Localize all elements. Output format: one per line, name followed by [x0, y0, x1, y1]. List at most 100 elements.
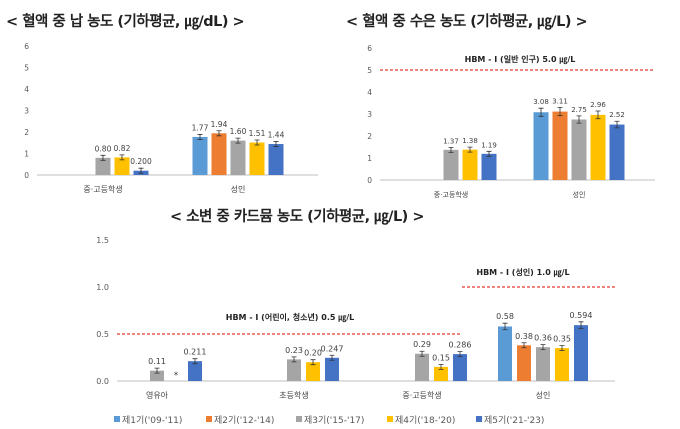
chart3-bar — [498, 326, 512, 381]
chart2-category-label: 중·고등학생 — [434, 190, 468, 199]
chart3-data-label: 0.38 — [515, 332, 533, 341]
chart2-reference-label: HBM - Ⅰ (일반 인구) 5.0 ㎍/L — [465, 54, 576, 65]
chart1-data-label: 1.60 — [230, 127, 247, 136]
chart3-error-bar — [502, 322, 508, 331]
chart1-data-label: 1.51 — [249, 129, 266, 138]
chart3-error-bar — [521, 342, 527, 349]
chart3-error-bar — [154, 367, 160, 374]
chart3-data-label: 0.58 — [496, 312, 514, 321]
chart3-bar — [188, 361, 202, 381]
chart3-data-label: 0.594 — [570, 311, 593, 320]
chart3-data-label: 0.35 — [553, 335, 571, 344]
chart1-ytick-label: 4 — [24, 85, 29, 94]
chart2-data-label: 1.19 — [481, 141, 497, 149]
chart2-error-bar — [448, 146, 454, 153]
chart1-ytick-label: 6 — [24, 42, 29, 51]
chart2-bar — [533, 112, 549, 180]
chart1-bar — [268, 144, 284, 175]
chart2-data-label: 2.96 — [590, 101, 606, 109]
chart3-data-label: 0.29 — [413, 340, 431, 349]
chart3-data-label: 0.23 — [285, 346, 303, 355]
chart3-error-bar — [192, 358, 198, 365]
chart2-data-label: 2.52 — [609, 111, 625, 119]
chart3-error-bar — [438, 364, 444, 370]
legend-label: 제5기('21-'23) — [484, 415, 544, 426]
legend-swatch — [206, 416, 212, 422]
chart3-bar — [325, 357, 339, 381]
chart3-error-bar — [578, 321, 584, 329]
chart3-bar — [574, 325, 588, 381]
chart2-error-bar — [576, 115, 582, 124]
chart1-category-label: 성인 — [231, 184, 246, 194]
chart2-error-bar — [486, 150, 492, 157]
chart2-ytick-label: 2 — [367, 132, 372, 141]
chart2-ytick-label: 4 — [367, 88, 372, 97]
chart3-ytick-label: 0.0 — [96, 377, 109, 386]
chart2-ytick-label: 3 — [367, 110, 372, 119]
chart1-error-bar — [273, 141, 279, 147]
chart2-data-label: 2.75 — [571, 106, 587, 114]
chart1-ytick-label: 0 — [24, 171, 29, 180]
legend-swatch — [476, 416, 482, 422]
chart3-data-label: 0.286 — [449, 341, 472, 350]
chart1-bar — [114, 157, 130, 175]
chart1-ytick-label: 2 — [24, 128, 29, 137]
chart3-bar — [306, 362, 320, 381]
chart1-data-label: 0.200 — [130, 157, 152, 166]
chart3-bar — [415, 353, 429, 381]
lead-chart-title: < 혈액 중 납 농도 (기하평균, ㎍/dL) > — [6, 14, 245, 30]
chart2-ytick-label: 6 — [367, 44, 372, 53]
chart1-bar — [192, 136, 208, 175]
chart2-category-label: 성인 — [573, 190, 586, 199]
legend-swatch — [387, 416, 393, 422]
chart3-ytick-label: 1.5 — [96, 236, 109, 245]
chart3-ytick-label: 0.5 — [96, 330, 109, 339]
chart1-data-label: 1.44 — [268, 131, 285, 140]
legend-label: 제3기('15-'17) — [304, 415, 364, 426]
chart3-data-label: 0.211 — [184, 348, 207, 357]
legend-label: 제2기('12-'14) — [214, 415, 274, 426]
chart1-data-label: 0.80 — [95, 144, 112, 153]
chart2-ytick-label: 5 — [367, 66, 372, 75]
chart3-bar — [517, 345, 531, 381]
chart3-category-label: 성인 — [536, 390, 551, 400]
chart1-error-bar — [119, 154, 125, 161]
chart1-ytick-label: 5 — [24, 64, 29, 73]
chart3-bar — [150, 370, 164, 381]
chart1-bar — [95, 157, 111, 175]
chart2-bar — [609, 124, 625, 180]
chart2-bar — [571, 119, 587, 180]
chart1-bar — [230, 140, 246, 175]
chart1-error-bar — [197, 134, 203, 140]
chart1-data-label: 0.82 — [114, 144, 131, 153]
legend-label: 제4기('18-'20) — [395, 415, 455, 426]
chart2-error-bar — [595, 110, 601, 120]
mercury-chart-title: < 혈액 중 수은 농도 (기하평균, ㎍/L) > — [346, 14, 588, 30]
chart2-bar — [443, 149, 459, 180]
chart3-bar — [453, 354, 467, 381]
chart3-data-label: 0.36 — [534, 334, 552, 343]
chart2-data-label: 1.38 — [462, 137, 478, 145]
chart3-data-label: * — [174, 371, 179, 381]
chart3-reference-label: HBM - Ⅰ (성인) 1.0 ㎍/L — [476, 267, 569, 278]
chart3-error-bar — [457, 351, 463, 358]
chart2-data-label: 3.11 — [552, 97, 568, 105]
chart3-reference-label: HBM - Ⅰ (어린이, 청소년) 0.5 ㎍/L — [226, 312, 354, 323]
chart1-ytick-label: 3 — [24, 107, 29, 116]
chart3-data-label: 0.11 — [148, 357, 166, 366]
chart3-bar — [555, 348, 569, 381]
chart2-data-label: 1.37 — [443, 137, 459, 145]
chart1-bar — [211, 133, 227, 175]
chart1-error-bar — [235, 137, 241, 144]
chart3-ytick-label: 1.0 — [96, 283, 109, 292]
chart3-data-label: 0.247 — [321, 344, 344, 353]
chart3-category-label: 중·고등학생 — [402, 390, 441, 400]
chart3-bar — [287, 359, 301, 381]
chart2-error-bar — [538, 107, 544, 117]
chart3-error-bar — [291, 356, 297, 363]
chart1-category-label: 중·고등학생 — [83, 184, 122, 194]
legend-swatch — [296, 416, 302, 422]
chart1-error-bar — [216, 130, 222, 137]
chart2-ytick-label: 0 — [367, 176, 372, 185]
legend-label: 제1기('09-'11) — [122, 415, 182, 426]
